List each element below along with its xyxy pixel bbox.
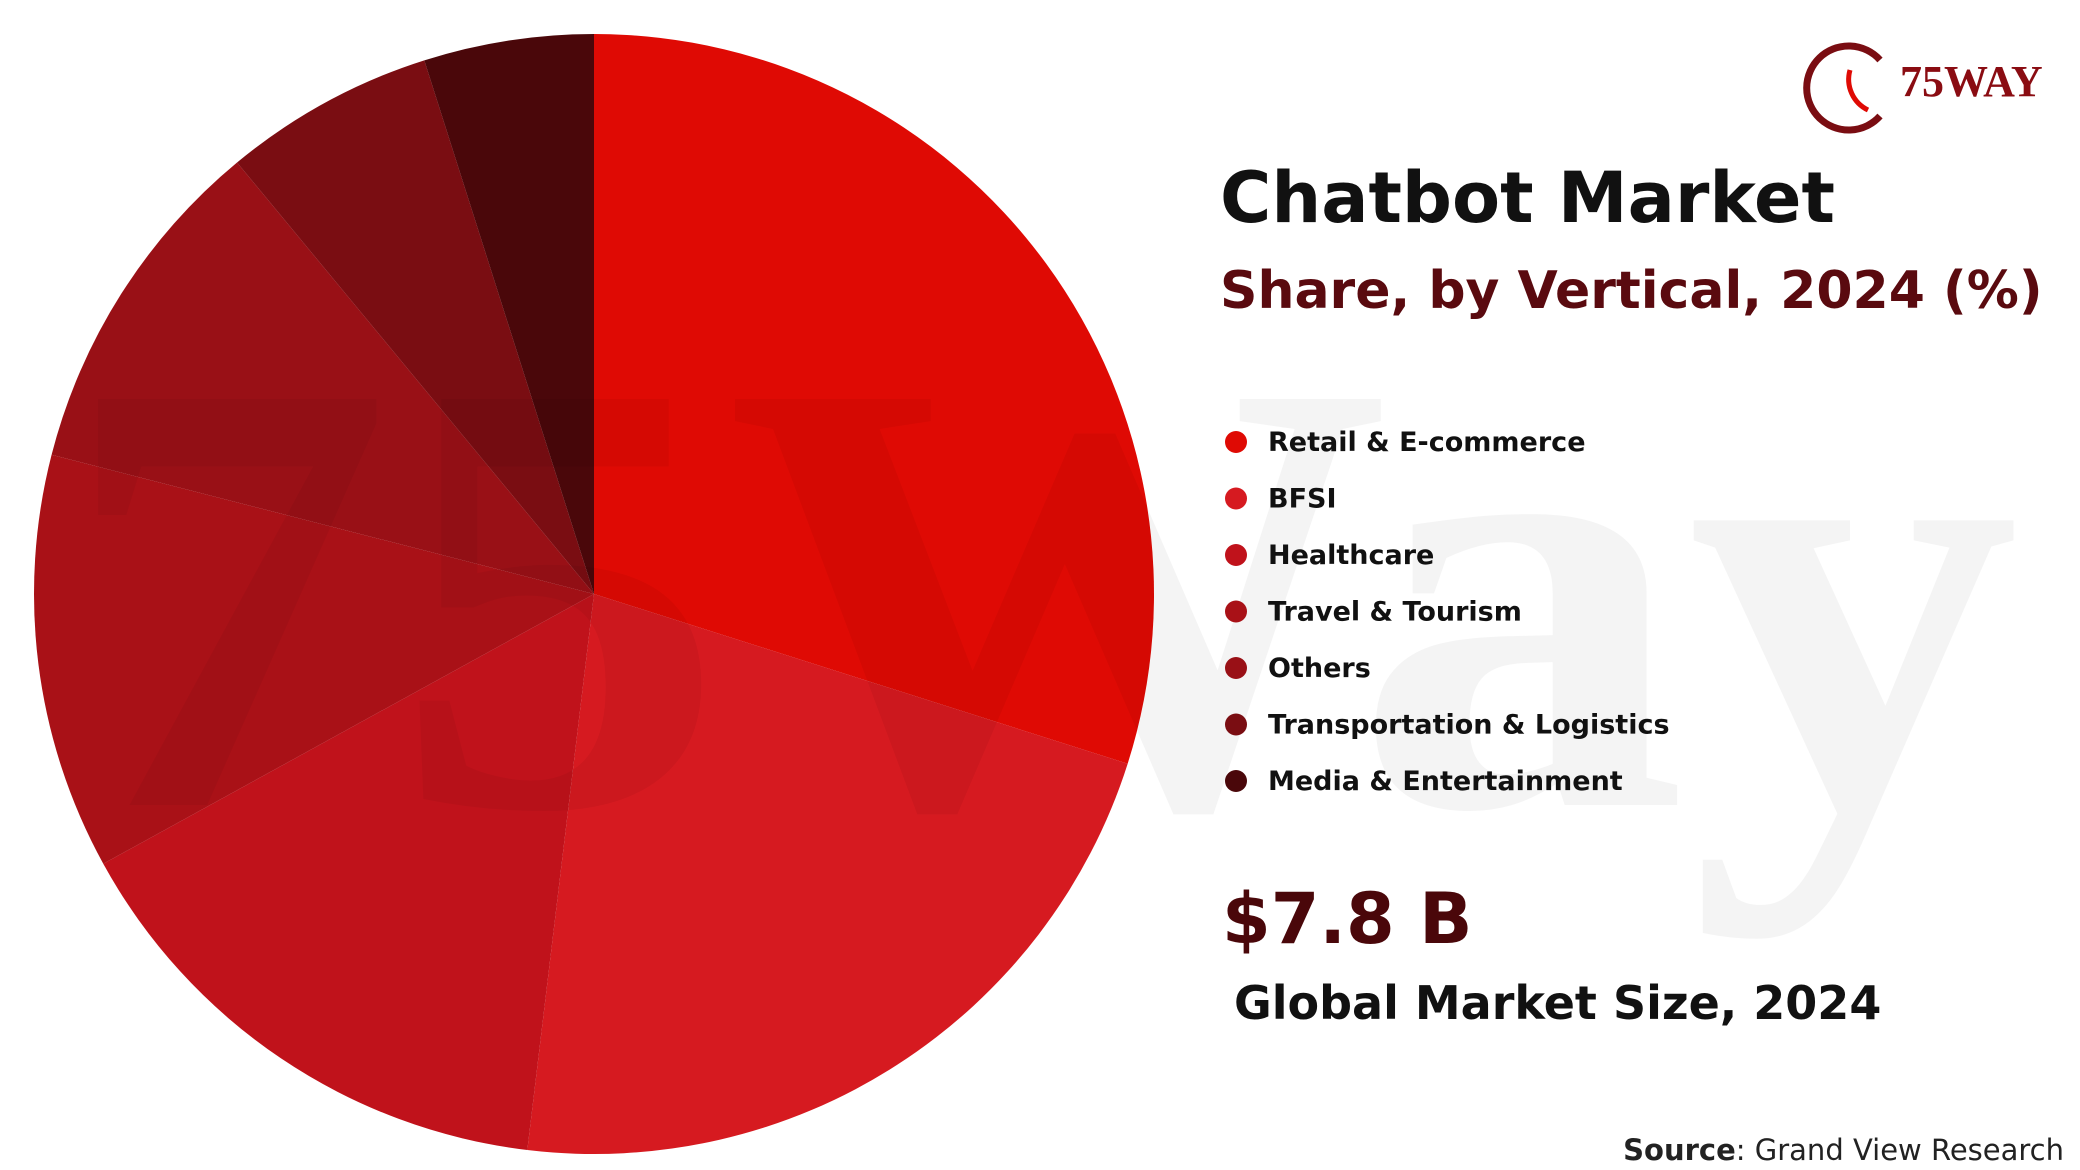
chart-subtitle: Share, by Vertical, 2024 (%) — [1220, 261, 2043, 321]
pie-slice — [424, 34, 594, 594]
legend-label: BFSI — [1268, 484, 1337, 515]
legend-label: Retail & E-commerce — [1268, 427, 1586, 458]
pie-slice — [237, 60, 594, 595]
pie-slice — [527, 594, 1128, 1154]
legend-swatch — [1225, 770, 1247, 792]
market-size-label: Global Market Size, 2024 — [1234, 976, 1881, 1030]
legend-label: Media & Entertainment — [1268, 766, 1623, 797]
pie-slice — [103, 594, 595, 1151]
legend-swatch — [1225, 544, 1247, 566]
logo-text: 75WAY — [1900, 57, 2043, 106]
pie — [33, 34, 1155, 1154]
legend-swatch — [1225, 657, 1247, 679]
source-text: : Grand View Research — [1736, 1133, 2064, 1167]
source-label: Source — [1623, 1133, 1736, 1167]
legend-swatch — [1225, 431, 1247, 453]
legend: Retail & E-commerce BFSI Healthcare Travel … — [1225, 427, 1670, 797]
legend-swatch — [1225, 713, 1247, 736]
legend-label: Transportation & Logistics — [1268, 710, 1670, 741]
legend-label: Others — [1268, 653, 1371, 684]
legend-label: Travel & Tourism — [1268, 597, 1522, 628]
legend-swatch — [1225, 487, 1247, 510]
logo: 75WAY — [1803, 42, 2043, 134]
legend-swatch — [1225, 600, 1247, 623]
source: Source: Grand View Research — [1623, 1133, 2064, 1167]
chart-title: Chatbot Market — [1220, 157, 1835, 239]
pie-slice — [51, 162, 594, 595]
pie-slice — [594, 34, 1155, 764]
logo-ring-accent — [1846, 69, 1870, 113]
logo-ring — [1803, 42, 1883, 134]
legend-label: Healthcare — [1268, 540, 1434, 571]
watermark: 75Way — [60, 254, 2020, 941]
pie-slice — [33, 454, 594, 864]
market-size: $7.8 B — [1222, 878, 1472, 960]
